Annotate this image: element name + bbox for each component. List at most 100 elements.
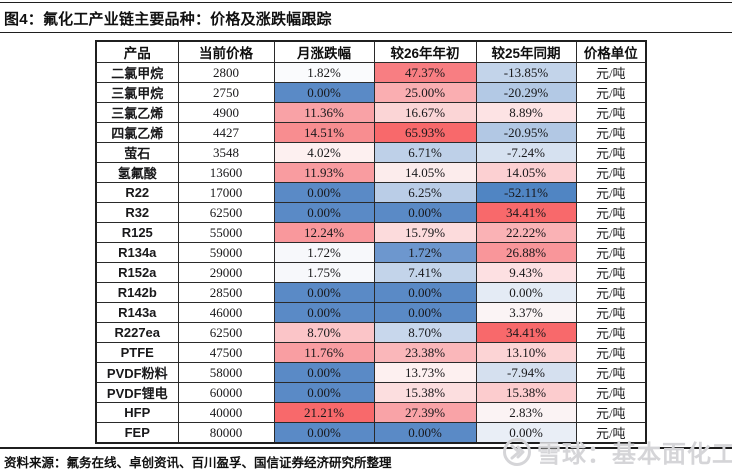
product-cell: 四氯乙烯 (95, 122, 179, 143)
price-unit-cell: 元/吨 (575, 102, 647, 123)
price-unit-cell: 元/吨 (575, 422, 647, 444)
table-row: 萤石 3548 4.02% 6.71% -7.24% 元/吨 (95, 142, 647, 163)
table-row: FEP 80000 0.00% 0.00% 0.00% 元/吨 (95, 422, 647, 444)
table-row: HFP 40000 21.21% 27.39% 2.83% 元/吨 (95, 402, 647, 423)
current-price-cell: 62500 (177, 202, 275, 223)
table-row: R152a 29000 1.75% 7.41% 9.43% 元/吨 (95, 262, 647, 283)
current-price-cell: 2800 (177, 62, 275, 83)
current-price-cell: 58000 (177, 362, 275, 383)
price-unit-cell: 元/吨 (575, 382, 647, 403)
current-price-cell: 60000 (177, 382, 275, 403)
product-cell: R134a (95, 242, 179, 263)
current-price-cell: 4427 (177, 122, 275, 143)
monthly-change-cell: 21.21% (273, 402, 375, 423)
price-unit-cell: 元/吨 (575, 62, 647, 83)
current-price-cell: 46000 (177, 302, 275, 323)
price-unit-cell: 元/吨 (575, 282, 647, 303)
price-unit-cell: 元/吨 (575, 82, 647, 103)
table-row: R227ea 62500 8.70% 8.70% 34.41% 元/吨 (95, 322, 647, 343)
figure-title: 图4：氟化工产业链主要品种：价格及涨跌幅跟踪 (4, 11, 332, 28)
monthly-change-cell: 0.00% (273, 182, 375, 203)
column-header: 当前价格 (177, 40, 275, 63)
watermark: 雪球：基本面化工 (502, 434, 732, 469)
vs-2025-same-period-cell: 22.22% (475, 222, 577, 243)
watermark-text: 雪球：基本面化工 (537, 441, 732, 468)
column-header: 月涨跌幅 (273, 40, 375, 63)
table-row: R125 55000 12.24% 15.79% 22.22% 元/吨 (95, 222, 647, 243)
current-price-cell: 17000 (177, 182, 275, 203)
vs-2025-same-period-cell: 0.00% (475, 422, 577, 444)
current-price-cell: 29000 (177, 262, 275, 283)
monthly-change-cell: 8.70% (273, 322, 375, 343)
table-row: 二氯甲烷 2800 1.82% 47.37% -13.85% 元/吨 (95, 62, 647, 83)
vs-2025-same-period-cell: 26.88% (475, 242, 577, 263)
price-unit-cell: 元/吨 (575, 322, 647, 343)
table-row: PVDF粉料 58000 0.00% 13.73% -7.94% 元/吨 (95, 362, 647, 383)
monthly-change-cell: 1.72% (273, 242, 375, 263)
vs-2025-same-period-cell: 2.83% (475, 402, 577, 423)
vs-2026-start-cell: 0.00% (373, 422, 477, 444)
vs-2026-start-cell: 6.25% (373, 182, 477, 203)
product-cell: 二氯甲烷 (95, 62, 179, 83)
current-price-cell: 59000 (177, 242, 275, 263)
product-cell: PVDF锂电 (95, 382, 179, 403)
column-header: 较26年年初 (373, 40, 477, 63)
price-unit-cell: 元/吨 (575, 222, 647, 243)
vs-2026-start-cell: 1.72% (373, 242, 477, 263)
monthly-change-cell: 11.93% (273, 162, 375, 183)
column-header: 价格单位 (575, 40, 647, 63)
monthly-change-cell: 0.00% (273, 202, 375, 223)
current-price-cell: 40000 (177, 402, 275, 423)
monthly-change-cell: 0.00% (273, 422, 375, 444)
vs-2026-start-cell: 0.00% (373, 302, 477, 323)
product-cell: R22 (95, 182, 179, 203)
table-row: R142b 28500 0.00% 0.00% 0.00% 元/吨 (95, 282, 647, 303)
table-row: PVDF锂电 60000 0.00% 15.38% 15.38% 元/吨 (95, 382, 647, 403)
monthly-change-cell: 0.00% (273, 362, 375, 383)
table-row: 三氯甲烷 2750 0.00% 25.00% -20.29% 元/吨 (95, 82, 647, 103)
price-unit-cell: 元/吨 (575, 402, 647, 423)
monthly-change-cell: 4.02% (273, 142, 375, 163)
table-row: R143a 46000 0.00% 0.00% 3.37% 元/吨 (95, 302, 647, 323)
vs-2025-same-period-cell: -20.95% (475, 122, 577, 143)
vs-2026-start-cell: 23.38% (373, 342, 477, 363)
monthly-change-cell: 0.00% (273, 302, 375, 323)
monthly-change-cell: 12.24% (273, 222, 375, 243)
table-row: 四氯乙烯 4427 14.51% 65.93% -20.95% 元/吨 (95, 122, 647, 143)
vs-2026-start-cell: 47.37% (373, 62, 477, 83)
product-cell: FEP (95, 422, 179, 444)
price-unit-cell: 元/吨 (575, 142, 647, 163)
xueqiu-snowball-logo-icon (502, 437, 532, 467)
product-cell: 三氯乙烯 (95, 102, 179, 123)
product-cell: R152a (95, 262, 179, 283)
monthly-change-cell: 1.75% (273, 262, 375, 283)
current-price-cell: 55000 (177, 222, 275, 243)
vs-2026-start-cell: 15.79% (373, 222, 477, 243)
monthly-change-cell: 0.00% (273, 282, 375, 303)
current-price-cell: 3548 (177, 142, 275, 163)
vs-2026-start-cell: 14.05% (373, 162, 477, 183)
vs-2025-same-period-cell: 14.05% (475, 162, 577, 183)
price-unit-cell: 元/吨 (575, 242, 647, 263)
table-row: 氢氟酸 13600 11.93% 14.05% 14.05% 元/吨 (95, 162, 647, 183)
price-unit-cell: 元/吨 (575, 182, 647, 203)
vs-2025-same-period-cell: -7.24% (475, 142, 577, 163)
product-cell: PVDF粉料 (95, 362, 179, 383)
price-change-table: 产品 当前价格 月涨跌幅 较26年年初 较25年同期 价格单位 二氯甲烷 2800 1.82%… (95, 40, 647, 444)
monthly-change-cell: 11.36% (273, 102, 375, 123)
current-price-cell: 4900 (177, 102, 275, 123)
current-price-cell: 62500 (177, 322, 275, 343)
vs-2025-same-period-cell: 8.89% (475, 102, 577, 123)
current-price-cell: 2750 (177, 82, 275, 103)
vs-2026-start-cell: 0.00% (373, 282, 477, 303)
product-cell: 三氯甲烷 (95, 82, 179, 103)
table-row: R22 17000 0.00% 6.25% -52.11% 元/吨 (95, 182, 647, 203)
price-unit-cell: 元/吨 (575, 202, 647, 223)
table-body: 二氯甲烷 2800 1.82% 47.37% -13.85% 元/吨 三氯甲烷 2750 0.0… (95, 62, 647, 444)
monthly-change-cell: 0.00% (273, 82, 375, 103)
current-price-cell: 80000 (177, 422, 275, 444)
vs-2025-same-period-cell: -7.94% (475, 362, 577, 383)
current-price-cell: 47500 (177, 342, 275, 363)
column-header: 较25年同期 (475, 40, 577, 63)
